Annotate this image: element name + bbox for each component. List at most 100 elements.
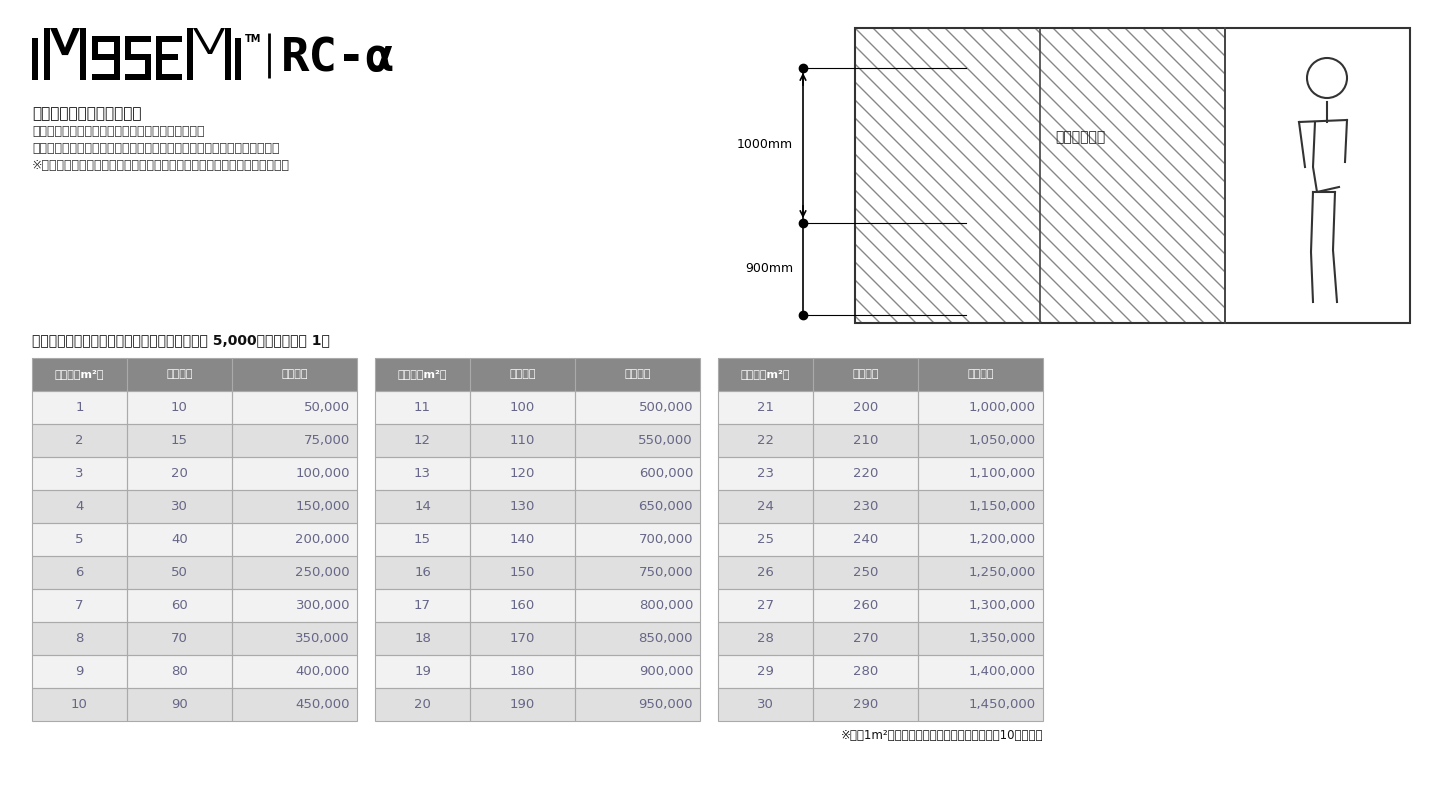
Bar <box>470 688 575 721</box>
Text: 100: 100 <box>510 401 535 414</box>
Bar <box>575 391 699 424</box>
Bar <box>918 556 1043 589</box>
Bar <box>718 622 814 655</box>
Text: 9: 9 <box>75 665 84 678</box>
Text: 400,000: 400,000 <box>296 665 350 678</box>
Bar <box>32 556 127 589</box>
Bar <box>814 556 918 589</box>
Text: 1,200,000: 1,200,000 <box>970 533 1036 546</box>
Text: 150: 150 <box>510 566 535 579</box>
Text: 1,000,000: 1,000,000 <box>970 401 1036 414</box>
Text: 50,000: 50,000 <box>303 401 350 414</box>
Bar <box>126 74 150 80</box>
Text: RC-α: RC-α <box>280 36 394 81</box>
Bar <box>233 490 357 523</box>
Text: 120: 120 <box>510 467 535 480</box>
Bar <box>156 36 182 42</box>
Bar <box>376 358 470 391</box>
Text: 500,000: 500,000 <box>639 401 694 414</box>
Bar <box>814 622 918 655</box>
Text: 40: 40 <box>171 533 188 546</box>
Bar <box>32 38 38 80</box>
Bar <box>233 523 357 556</box>
Text: 1: 1 <box>75 401 84 414</box>
Bar <box>918 589 1043 622</box>
Bar <box>918 490 1043 523</box>
Text: 300,000: 300,000 <box>295 599 350 612</box>
Text: 21: 21 <box>757 401 775 414</box>
Text: 7: 7 <box>75 599 84 612</box>
Text: 210: 210 <box>853 434 879 447</box>
Bar <box>233 424 357 457</box>
Bar <box>918 622 1043 655</box>
Bar <box>814 589 918 622</box>
Bar <box>233 457 357 490</box>
Bar <box>575 556 699 589</box>
Text: 200: 200 <box>853 401 879 414</box>
Bar <box>470 457 575 490</box>
Text: 290: 290 <box>853 698 879 711</box>
Text: 床面積（m²）: 床面積（m²） <box>741 370 790 379</box>
Bar <box>575 655 699 688</box>
Text: 14: 14 <box>415 500 431 513</box>
Text: 700,000: 700,000 <box>639 533 694 546</box>
Text: 1,350,000: 1,350,000 <box>968 632 1036 645</box>
Bar <box>127 358 233 391</box>
Bar <box>918 688 1043 721</box>
Bar <box>718 490 814 523</box>
Bar <box>186 28 194 80</box>
Bar <box>918 424 1043 457</box>
Bar <box>32 622 127 655</box>
Text: 10: 10 <box>71 698 88 711</box>
Bar <box>127 589 233 622</box>
Text: 160: 160 <box>510 599 535 612</box>
Bar <box>470 622 575 655</box>
Bar <box>470 490 575 523</box>
Bar <box>376 556 470 589</box>
Bar <box>718 655 814 688</box>
Text: 600,000: 600,000 <box>639 467 694 480</box>
Bar <box>32 391 127 424</box>
Bar <box>236 38 241 80</box>
Bar <box>233 523 357 556</box>
Bar <box>376 622 470 655</box>
Text: 19: 19 <box>415 665 431 678</box>
Text: 24: 24 <box>757 500 775 513</box>
Text: 28: 28 <box>757 632 775 645</box>
Bar <box>575 622 699 655</box>
Text: 150,000: 150,000 <box>295 500 350 513</box>
Text: 6: 6 <box>75 566 84 579</box>
Bar <box>575 556 699 589</box>
Bar <box>127 457 233 490</box>
Text: 下記の個数を、人の顔の高さ付近に設置することをお勧めしております。: 下記の個数を、人の顔の高さ付近に設置することをお勧めしております。 <box>32 142 279 155</box>
Text: 1,300,000: 1,300,000 <box>970 599 1036 612</box>
Text: 950,000: 950,000 <box>639 698 694 711</box>
Bar <box>376 457 470 490</box>
Bar <box>470 457 575 490</box>
Bar <box>127 556 233 589</box>
Bar <box>718 424 814 457</box>
Bar <box>718 391 814 424</box>
Text: 税抜合計: 税抜合計 <box>282 370 308 379</box>
Bar <box>575 589 699 622</box>
Text: 1,150,000: 1,150,000 <box>968 500 1036 513</box>
Bar <box>127 523 233 556</box>
Bar <box>233 589 357 622</box>
Bar <box>814 391 918 424</box>
Bar <box>814 424 918 457</box>
Bar <box>575 523 699 556</box>
Bar <box>814 490 918 523</box>
Bar <box>814 391 918 424</box>
Bar <box>814 556 918 589</box>
Bar <box>575 457 699 490</box>
Text: 導入枚数と設置位置の目安: 導入枚数と設置位置の目安 <box>32 106 142 121</box>
Bar <box>470 655 575 688</box>
Bar <box>814 589 918 622</box>
Text: 13: 13 <box>415 467 431 480</box>
Bar <box>575 358 699 391</box>
Text: 10: 10 <box>171 401 188 414</box>
Bar <box>32 622 127 655</box>
Text: 30: 30 <box>171 500 188 513</box>
Bar <box>233 688 357 721</box>
Bar <box>376 589 470 622</box>
